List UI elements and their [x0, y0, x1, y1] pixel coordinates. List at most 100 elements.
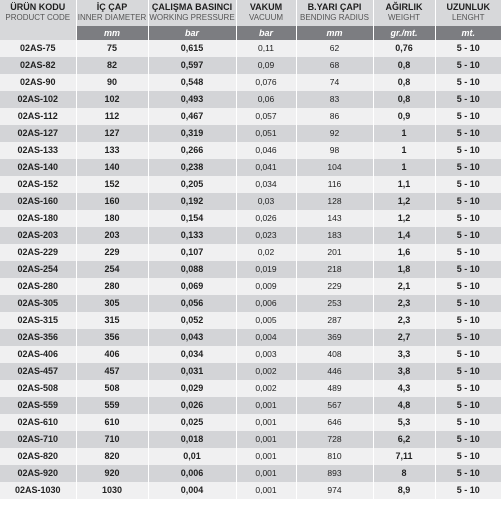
table-cell: 0,002 [236, 363, 296, 380]
col-unit-working-pressure: bar [148, 26, 236, 40]
table-cell: 0,006 [236, 295, 296, 312]
table-row: 02AS-1401400,2380,04110415 - 10 [0, 159, 501, 176]
table-cell: 0,001 [236, 414, 296, 431]
table-cell: 0,001 [236, 397, 296, 414]
table-cell: 68 [296, 57, 373, 74]
col-subtitle: PRODUCT CODE [0, 13, 76, 26]
table-cell: 559 [76, 397, 148, 414]
table-cell: 5 - 10 [435, 380, 501, 397]
table-cell: 0,238 [148, 159, 236, 176]
table-cell: 0,026 [148, 397, 236, 414]
table-cell: 0,8 [373, 57, 435, 74]
table-cell: 0,548 [148, 74, 236, 91]
table-cell: 201 [296, 244, 373, 261]
table-cell: 180 [76, 210, 148, 227]
table-cell: 8 [373, 465, 435, 482]
table-row: 02AS-75750,6150,11620,765 - 10 [0, 40, 501, 57]
table-cell: 98 [296, 142, 373, 159]
table-cell: 0,004 [236, 329, 296, 346]
col-unit-vacuum: bar [236, 26, 296, 40]
table-cell: 0,002 [236, 380, 296, 397]
table-cell: 7,11 [373, 448, 435, 465]
table-cell: 02AS-315 [0, 312, 76, 329]
table-cell: 102 [76, 91, 148, 108]
table-cell: 0,01 [148, 448, 236, 465]
table-cell: 356 [76, 329, 148, 346]
table-cell: 1 [373, 159, 435, 176]
table-cell: 0,205 [148, 176, 236, 193]
table-cell: 1,6 [373, 244, 435, 261]
table-cell: 02AS-610 [0, 414, 76, 431]
table-cell: 02AS-75 [0, 40, 76, 57]
table-cell: 0,76 [373, 40, 435, 57]
table-cell: 254 [76, 261, 148, 278]
table-cell: 305 [76, 295, 148, 312]
table-cell: 5 - 10 [435, 346, 501, 363]
table-row: 02AS-2032030,1330,0231831,45 - 10 [0, 227, 501, 244]
table-row: 02AS-3563560,0430,0043692,75 - 10 [0, 329, 501, 346]
table-cell: 5 - 10 [435, 465, 501, 482]
table-cell: 140 [76, 159, 148, 176]
table-cell: 0,029 [148, 380, 236, 397]
table-cell: 02AS-112 [0, 108, 76, 125]
col-title: B.YARI ÇAPI [308, 2, 362, 12]
table-cell: 5 - 10 [435, 261, 501, 278]
table-cell: 5 - 10 [435, 278, 501, 295]
table-cell: 0,001 [236, 448, 296, 465]
table-cell: 143 [296, 210, 373, 227]
col-title: ÇALIŞMA BASINCI [152, 2, 232, 12]
table-cell: 0,001 [236, 431, 296, 448]
table-cell: 5,3 [373, 414, 435, 431]
table-cell: 02AS-559 [0, 397, 76, 414]
table-cell: 02AS-356 [0, 329, 76, 346]
col-unit-length: mt. [435, 26, 501, 40]
table-cell: 02AS-820 [0, 448, 76, 465]
table-cell: 203 [76, 227, 148, 244]
table-cell: 508 [76, 380, 148, 397]
table-cell: 0,057 [236, 108, 296, 125]
table-row: 02AS-1271270,3190,0519215 - 10 [0, 125, 501, 142]
table-cell: 0,001 [236, 465, 296, 482]
table-cell: 5 - 10 [435, 414, 501, 431]
table-cell: 0,051 [236, 125, 296, 142]
col-subtitle: VACUUM [237, 13, 296, 26]
table-cell: 74 [296, 74, 373, 91]
table-cell: 810 [296, 448, 373, 465]
table-cell: 974 [296, 482, 373, 499]
col-unit-weight: gr./mt. [373, 26, 435, 40]
table-cell: 0,046 [236, 142, 296, 159]
table-cell: 5 - 10 [435, 295, 501, 312]
table-cell: 5 - 10 [435, 159, 501, 176]
table-cell: 710 [76, 431, 148, 448]
table-cell: 02AS-160 [0, 193, 76, 210]
col-header-length: UZUNLUKLENGHT [435, 0, 501, 26]
table-cell: 0,615 [148, 40, 236, 57]
col-header-vacuum: VAKUMVACUUM [236, 0, 296, 26]
table-cell: 229 [76, 244, 148, 261]
table-cell: 287 [296, 312, 373, 329]
table-cell: 75 [76, 40, 148, 57]
table-cell: 02AS-180 [0, 210, 76, 227]
table-row: 02AS-4064060,0340,0034083,35 - 10 [0, 346, 501, 363]
col-title: UZUNLUK [447, 2, 491, 12]
table-cell: 1,1 [373, 176, 435, 193]
table-cell: 0,052 [148, 312, 236, 329]
table-cell: 0,107 [148, 244, 236, 261]
col-title: VAKUM [250, 2, 282, 12]
col-header-working-pressure: ÇALIŞMA BASINCIWORKING PRESSURE [148, 0, 236, 26]
table-cell: 457 [76, 363, 148, 380]
table-cell: 02AS-254 [0, 261, 76, 278]
table-cell: 5 - 10 [435, 329, 501, 346]
table-cell: 0,8 [373, 91, 435, 108]
table-cell: 5 - 10 [435, 397, 501, 414]
table-cell: 0,03 [236, 193, 296, 210]
table-cell: 0,034 [236, 176, 296, 193]
table-cell: 02AS-102 [0, 91, 76, 108]
col-header-bending-radius: B.YARI ÇAPIBENDING RADIUS [296, 0, 373, 26]
table-cell: 5 - 10 [435, 431, 501, 448]
table-cell: 1,4 [373, 227, 435, 244]
table-cell: 920 [76, 465, 148, 482]
table-cell: 02AS-229 [0, 244, 76, 261]
table-row: 02AS-1601600,1920,031281,25 - 10 [0, 193, 501, 210]
table-cell: 0,003 [236, 346, 296, 363]
